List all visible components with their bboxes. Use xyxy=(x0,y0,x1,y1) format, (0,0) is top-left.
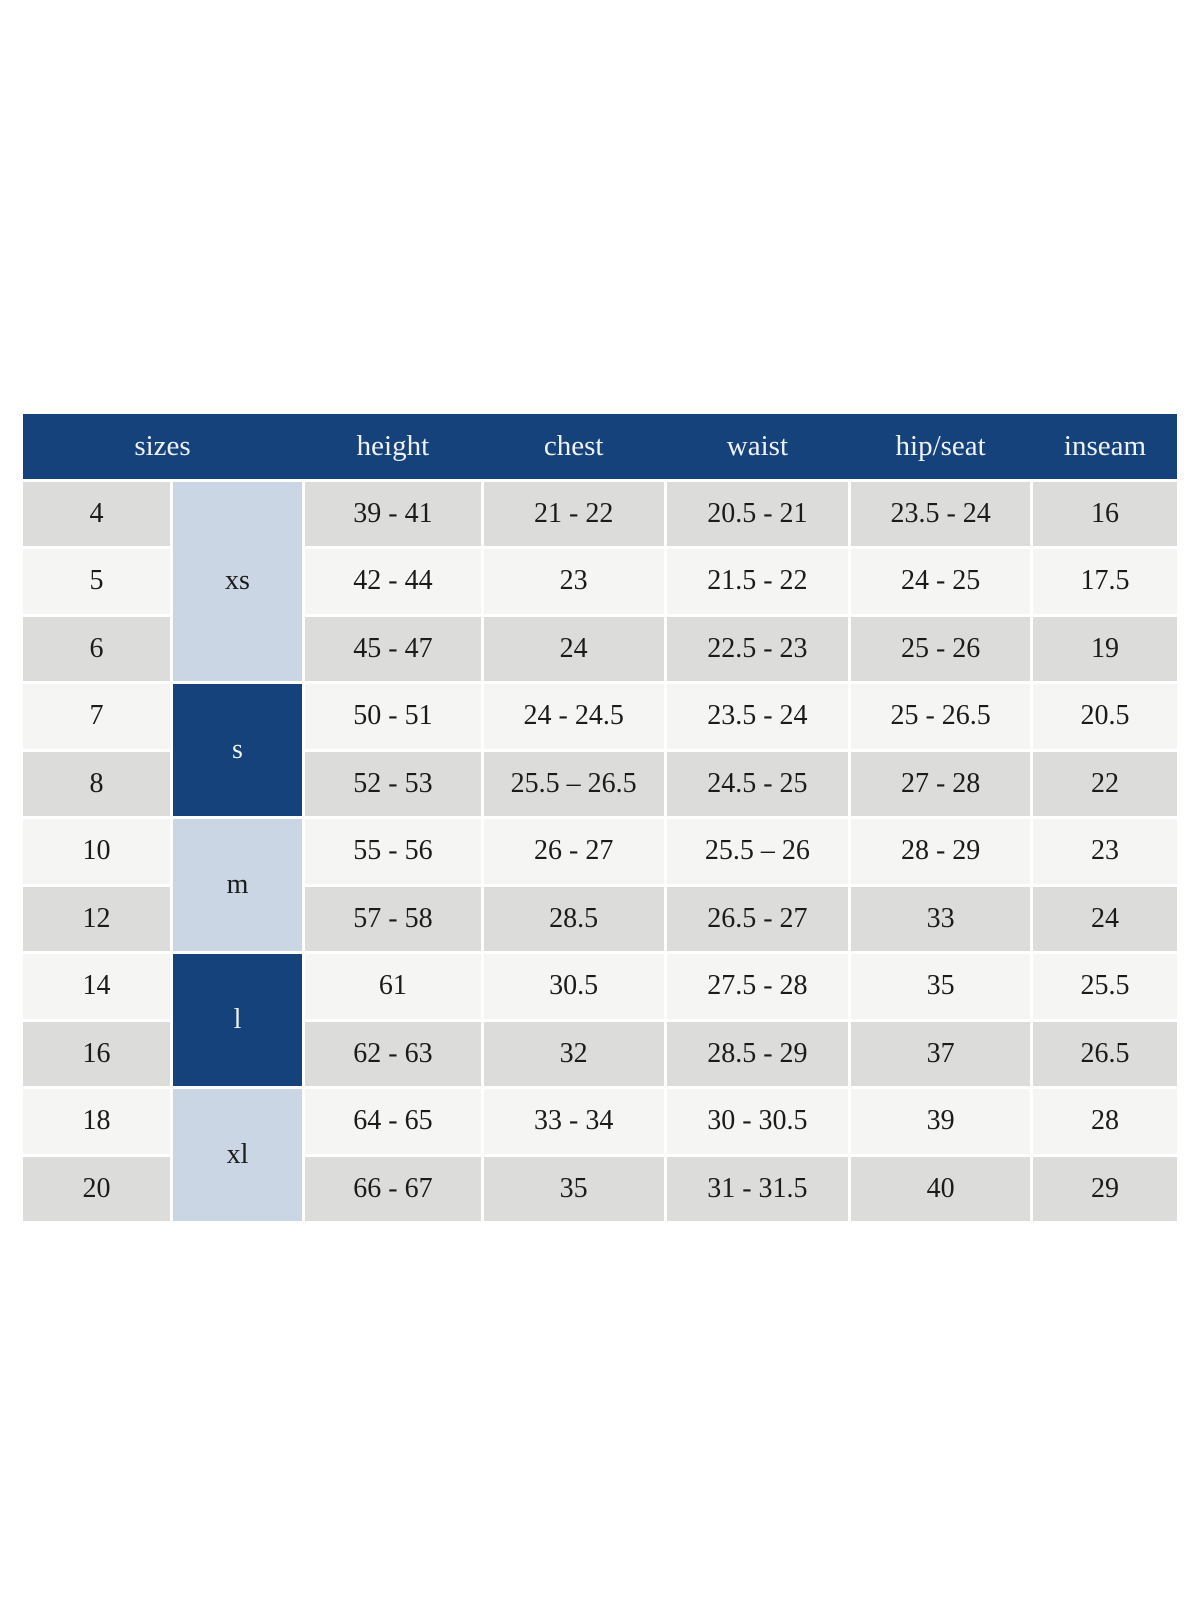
size-cell: 6 xyxy=(23,616,170,681)
size-cell: 4 xyxy=(23,481,170,546)
chest-cell: 26 - 27 xyxy=(483,819,664,884)
waist-cell: 22.5 - 23 xyxy=(666,616,849,681)
chest-cell: 24 - 24.5 xyxy=(483,684,664,749)
size-cell: 8 xyxy=(23,751,170,816)
height-cell: 62 - 63 xyxy=(305,1021,481,1086)
size-cell: 7 xyxy=(23,684,170,749)
waist-cell: 23.5 - 24 xyxy=(666,684,849,749)
size-cell: 16 xyxy=(23,1021,170,1086)
inseam-cell: 29 xyxy=(1033,1156,1177,1221)
size-chart-table: sizes height chest waist hip/seat inseam… xyxy=(23,414,1177,1221)
hip-seat-cell: 25 - 26.5 xyxy=(851,684,1030,749)
inseam-cell: 23 xyxy=(1033,819,1177,884)
size-cell: 12 xyxy=(23,886,170,951)
waist-cell: 26.5 - 27 xyxy=(666,886,849,951)
height-cell: 39 - 41 xyxy=(305,481,481,546)
chest-cell: 28.5 xyxy=(483,886,664,951)
column-header-hip-seat: hip/seat xyxy=(895,429,986,462)
inseam-cell: 22 xyxy=(1033,751,1177,816)
size-cell: 5 xyxy=(23,549,170,614)
chest-cell: 35 xyxy=(483,1156,664,1221)
chest-cell: 30.5 xyxy=(483,954,664,1019)
height-cell: 66 - 67 xyxy=(305,1156,481,1221)
column-header-height: height xyxy=(356,429,430,462)
size-group-cell-l: l xyxy=(172,954,303,1086)
size-group-cell-s: s xyxy=(172,684,303,816)
waist-cell: 24.5 - 25 xyxy=(666,751,849,816)
inseam-cell: 24 xyxy=(1033,886,1177,951)
height-cell: 45 - 47 xyxy=(305,616,481,681)
inseam-cell: 20.5 xyxy=(1033,684,1177,749)
height-cell: 57 - 58 xyxy=(305,886,481,951)
hip-seat-cell: 23.5 - 24 xyxy=(851,481,1030,546)
height-cell: 42 - 44 xyxy=(305,549,481,614)
inseam-cell: 28 xyxy=(1033,1089,1177,1154)
inseam-cell: 19 xyxy=(1033,616,1177,681)
height-cell: 61 xyxy=(305,954,481,1019)
inseam-cell: 16 xyxy=(1033,481,1177,546)
hip-seat-cell: 25 - 26 xyxy=(851,616,1030,681)
waist-cell: 27.5 - 28 xyxy=(666,954,849,1019)
waist-cell: 20.5 - 21 xyxy=(666,481,849,546)
size-group-cell-xs: xs xyxy=(172,481,303,681)
chest-cell: 33 - 34 xyxy=(483,1089,664,1154)
waist-cell: 21.5 - 22 xyxy=(666,549,849,614)
chest-cell: 32 xyxy=(483,1021,664,1086)
chest-cell: 23 xyxy=(483,549,664,614)
column-header-sizes: sizes xyxy=(134,429,191,462)
height-cell: 64 - 65 xyxy=(305,1089,481,1154)
waist-cell: 28.5 - 29 xyxy=(666,1021,849,1086)
hip-seat-cell: 33 xyxy=(851,886,1030,951)
hip-seat-cell: 28 - 29 xyxy=(851,819,1030,884)
hip-seat-cell: 40 xyxy=(851,1156,1030,1221)
inseam-cell: 17.5 xyxy=(1033,549,1177,614)
hip-seat-cell: 35 xyxy=(851,954,1030,1019)
size-group-cell-xl: xl xyxy=(172,1089,303,1221)
size-cell: 10 xyxy=(23,819,170,884)
size-cell: 20 xyxy=(23,1156,170,1221)
column-header-inseam: inseam xyxy=(1063,429,1147,462)
height-cell: 52 - 53 xyxy=(305,751,481,816)
column-header-chest: chest xyxy=(543,429,604,462)
height-cell: 50 - 51 xyxy=(305,684,481,749)
hip-seat-cell: 24 - 25 xyxy=(851,549,1030,614)
inseam-cell: 26.5 xyxy=(1033,1021,1177,1086)
chest-cell: 25.5 – 26.5 xyxy=(483,751,664,816)
hip-seat-cell: 39 xyxy=(851,1089,1030,1154)
waist-cell: 30 - 30.5 xyxy=(666,1089,849,1154)
waist-cell: 25.5 – 26 xyxy=(666,819,849,884)
chest-cell: 21 - 22 xyxy=(483,481,664,546)
size-cell: 14 xyxy=(23,954,170,1019)
height-cell: 55 - 56 xyxy=(305,819,481,884)
hip-seat-cell: 27 - 28 xyxy=(851,751,1030,816)
size-cell: 18 xyxy=(23,1089,170,1154)
chest-cell: 24 xyxy=(483,616,664,681)
table-header: sizes height chest waist hip/seat inseam xyxy=(23,414,1177,479)
hip-seat-cell: 37 xyxy=(851,1021,1030,1086)
column-header-waist: waist xyxy=(726,429,789,462)
inseam-cell: 25.5 xyxy=(1033,954,1177,1019)
waist-cell: 31 - 31.5 xyxy=(666,1156,849,1221)
size-group-cell-m: m xyxy=(172,819,303,951)
